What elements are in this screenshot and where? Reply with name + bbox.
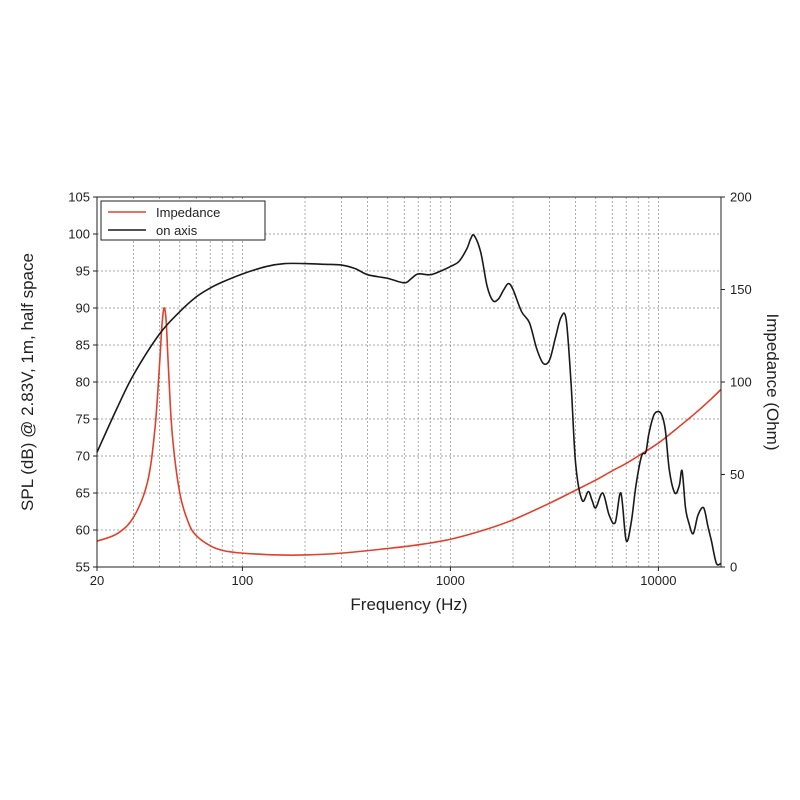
- x-axis-ticks: 20 100 1000 10000: [90, 567, 676, 588]
- y-tick-label: 90: [76, 301, 90, 316]
- legend-impedance-label: Impedance: [156, 205, 220, 220]
- y2-tick-label: 50: [730, 467, 744, 482]
- x-axis-title: Frequency (Hz): [350, 595, 467, 614]
- y-tick-label: 85: [76, 338, 90, 353]
- y-axis-title: SPL (dB) @ 2.83V, 1m, half space: [18, 253, 37, 511]
- y-tick-label: 80: [76, 375, 90, 390]
- legend: Impedance on axis: [100, 200, 266, 241]
- on-axis-line: [96, 234, 722, 566]
- legend-box: [100, 200, 266, 241]
- y-tick-label: 65: [76, 486, 90, 501]
- y2-tick-label: 150: [730, 282, 752, 297]
- y2-tick-label: 100: [730, 375, 752, 390]
- y-tick-label: 60: [76, 523, 90, 538]
- on-axis-series: [96, 234, 722, 566]
- legend-on-axis-label: on axis: [156, 223, 198, 238]
- y-tick-label: 75: [76, 412, 90, 427]
- y-tick-label: 100: [68, 227, 90, 242]
- x-tick-label: 100: [232, 573, 254, 588]
- x-tick-label: 10000: [640, 573, 676, 588]
- x-tick-label: 1000: [436, 573, 465, 588]
- y2-tick-label: 200: [730, 190, 752, 205]
- grid: [97, 197, 721, 567]
- y-tick-label: 70: [76, 449, 90, 464]
- x-tick-label: 20: [90, 573, 104, 588]
- y2-tick-label: 0: [730, 560, 737, 575]
- y2-axis-title: Impedance (Ohm): [763, 314, 782, 451]
- y-tick-label: 55: [76, 560, 90, 575]
- y-tick-label: 105: [68, 190, 90, 205]
- y-tick-label: 95: [76, 264, 90, 279]
- left-axis-ticks: 55 60 65 70 75 80 85 90 95 100 105: [68, 190, 97, 575]
- right-axis-ticks: 0 50 100 150 200: [721, 190, 752, 575]
